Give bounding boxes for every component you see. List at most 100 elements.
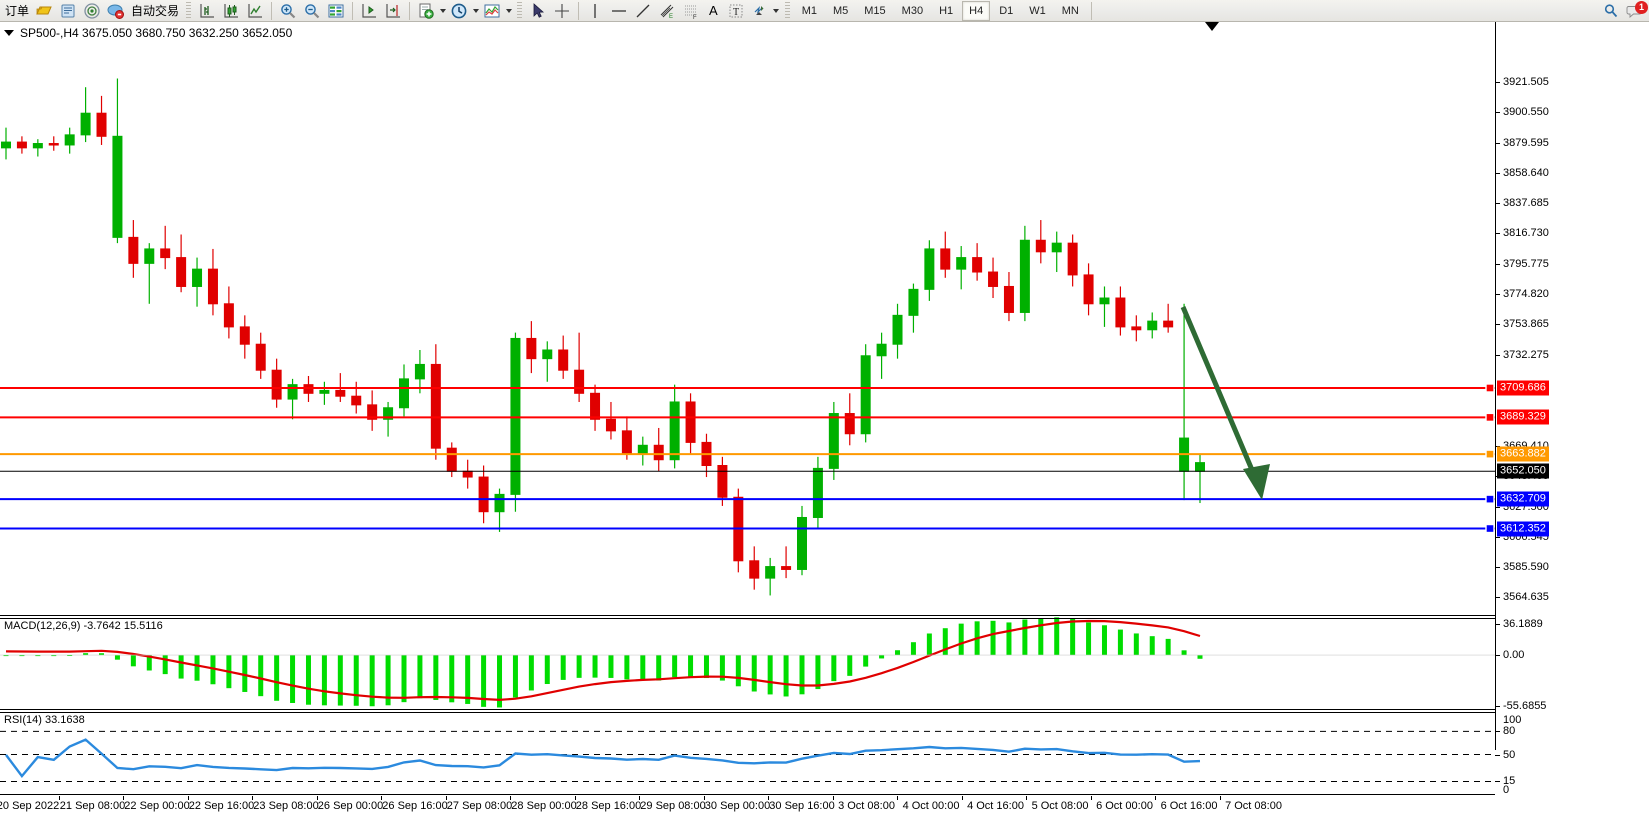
text-tool-button[interactable]: A bbox=[703, 1, 724, 21]
period-button[interactable] bbox=[447, 1, 471, 21]
search-button[interactable] bbox=[1599, 1, 1623, 21]
macd-histogram-bar bbox=[67, 654, 73, 656]
equidistant-channel-button[interactable]: E bbox=[655, 1, 679, 21]
price-plot[interactable] bbox=[0, 22, 1495, 820]
macd-tick bbox=[1495, 624, 1500, 625]
macd-histogram-bar bbox=[1165, 638, 1171, 656]
candlestick-chart-button[interactable] bbox=[219, 1, 243, 21]
timeframe-h4[interactable]: H4 bbox=[962, 0, 991, 21]
macd-histogram-bar bbox=[910, 642, 916, 656]
macd-histogram-bar bbox=[290, 655, 296, 703]
price-tick-label: 3837.685 bbox=[1503, 197, 1549, 210]
chart-area[interactable]: SP500-,H4 3675.050 3680.750 3632.250 365… bbox=[0, 22, 1649, 820]
timeframe-h1[interactable]: H1 bbox=[939, 4, 954, 17]
timeframe-w1[interactable]: W1 bbox=[1029, 4, 1046, 17]
candle bbox=[812, 467, 823, 518]
chart-menu-caret-icon[interactable] bbox=[4, 30, 14, 36]
symbol-header-text: SP500-,H4 3675.050 3680.750 3632.250 365… bbox=[20, 26, 293, 40]
price-scale[interactable]: 3921.505 3900.550 3879.595 3858.640 3837.685… bbox=[1495, 22, 1649, 820]
auto-scroll-button[interactable] bbox=[381, 1, 405, 21]
template-icon bbox=[484, 4, 500, 17]
macd-histogram-bar bbox=[656, 655, 662, 681]
timeframe-m30[interactable]: M30 bbox=[901, 4, 924, 17]
trendline-tool-button[interactable] bbox=[631, 1, 655, 21]
candle bbox=[1195, 462, 1205, 472]
new-chart-dropdown[interactable] bbox=[438, 1, 447, 21]
data-window-button[interactable] bbox=[324, 1, 348, 21]
timeframe-mn[interactable]: MN bbox=[1061, 4, 1079, 17]
price-tick bbox=[1495, 355, 1500, 357]
candle bbox=[749, 560, 760, 579]
line-chart-button[interactable] bbox=[243, 1, 267, 21]
price-level-label-pivot[interactable]: 3663.882 bbox=[1497, 446, 1549, 462]
candle bbox=[765, 566, 776, 579]
macd-histogram-bar bbox=[1197, 655, 1203, 659]
macd-histogram-bar bbox=[831, 655, 837, 682]
time-axis[interactable]: 20 Sep 2022 21 Sep 08:00 22 Sep 00:00 22 Se… bbox=[0, 796, 1495, 818]
objects-list-button[interactable] bbox=[748, 1, 772, 21]
timeframe-m15[interactable]: M15 bbox=[864, 4, 886, 17]
candle bbox=[144, 248, 155, 264]
price-tick-label: 3900.550 bbox=[1503, 106, 1549, 119]
rsi-scale-label: 0 bbox=[1503, 784, 1510, 796]
macd-histogram-bar bbox=[926, 633, 932, 656]
autotrading-button[interactable]: 自动交易 bbox=[128, 1, 182, 21]
timeframe-m5[interactable]: M5 bbox=[832, 4, 849, 17]
period-dropdown[interactable] bbox=[471, 1, 480, 21]
price-level-label-resistance-2[interactable]: 3689.329 bbox=[1497, 409, 1549, 425]
horizontal-line-tool-button[interactable] bbox=[607, 1, 631, 21]
crosshair-icon bbox=[555, 3, 570, 18]
macd-scale-label: 36.1889 bbox=[1503, 618, 1543, 630]
timeframe-d1[interactable]: D1 bbox=[999, 4, 1014, 17]
cursor-tool-button[interactable] bbox=[526, 1, 550, 21]
candle bbox=[860, 355, 871, 435]
fibonacci-tool-button[interactable]: F bbox=[679, 1, 703, 21]
price-tick-label: 3858.640 bbox=[1503, 166, 1549, 179]
price-level-handle-pivot bbox=[1485, 449, 1495, 459]
zoom-out-button[interactable] bbox=[300, 1, 324, 21]
new-chart-icon bbox=[419, 3, 434, 19]
macd-histogram-bar bbox=[146, 655, 152, 671]
macd-histogram-bar bbox=[194, 655, 200, 681]
macd-histogram-bar bbox=[592, 655, 598, 678]
text-label-tool-button[interactable]: T bbox=[724, 1, 748, 21]
macd-histogram-bar bbox=[1133, 633, 1139, 656]
notifications-button[interactable]: 1 bbox=[1623, 0, 1648, 21]
templates-button[interactable] bbox=[480, 1, 504, 21]
time-axis-label: 26 Sep 16:00 bbox=[382, 800, 448, 812]
price-level-label-last-price[interactable]: 3652.050 bbox=[1497, 463, 1549, 479]
rsi-panel-separator-2 bbox=[0, 712, 1495, 713]
new-chart-button[interactable] bbox=[414, 1, 438, 21]
zoom-in-button[interactable] bbox=[276, 1, 300, 21]
candle bbox=[717, 465, 728, 498]
price-level-label-support-2[interactable]: 3612.352 bbox=[1497, 521, 1549, 537]
autotrading-icon-button[interactable] bbox=[104, 1, 128, 21]
price-tick-label: 3753.865 bbox=[1503, 318, 1549, 331]
price-level-label-support-1[interactable]: 3632.709 bbox=[1497, 491, 1549, 507]
vertical-line-tool-button[interactable] bbox=[583, 1, 607, 21]
crosshair-tool-button[interactable] bbox=[550, 1, 574, 21]
folder-icon bbox=[36, 6, 52, 14]
toolbar-grip-1[interactable] bbox=[186, 1, 192, 20]
toolbar-grip-2[interactable] bbox=[517, 1, 523, 20]
new-order-button[interactable]: 订单 bbox=[2, 1, 32, 21]
toolbar-grip-3[interactable] bbox=[784, 1, 790, 20]
bar-chart-button[interactable] bbox=[195, 1, 219, 21]
candle bbox=[1163, 320, 1174, 328]
candlestick-icon bbox=[224, 3, 239, 18]
news-icon-button[interactable] bbox=[56, 1, 80, 21]
objects-dropdown[interactable] bbox=[772, 1, 781, 21]
time-axis-tick bbox=[445, 796, 447, 800]
candle bbox=[48, 143, 59, 146]
candle bbox=[1035, 239, 1046, 253]
candle bbox=[446, 447, 457, 472]
chart-shift-button[interactable] bbox=[357, 1, 381, 21]
candle bbox=[653, 444, 664, 461]
timeframe-m1[interactable]: M1 bbox=[801, 4, 817, 17]
candle bbox=[192, 268, 203, 287]
price-level-label-resistance-1[interactable]: 3709.686 bbox=[1497, 380, 1549, 396]
macd-histogram-bar bbox=[879, 655, 885, 659]
folder-icon-button[interactable] bbox=[32, 1, 56, 21]
signals-icon-button[interactable] bbox=[80, 1, 104, 21]
templates-dropdown[interactable] bbox=[504, 1, 513, 21]
